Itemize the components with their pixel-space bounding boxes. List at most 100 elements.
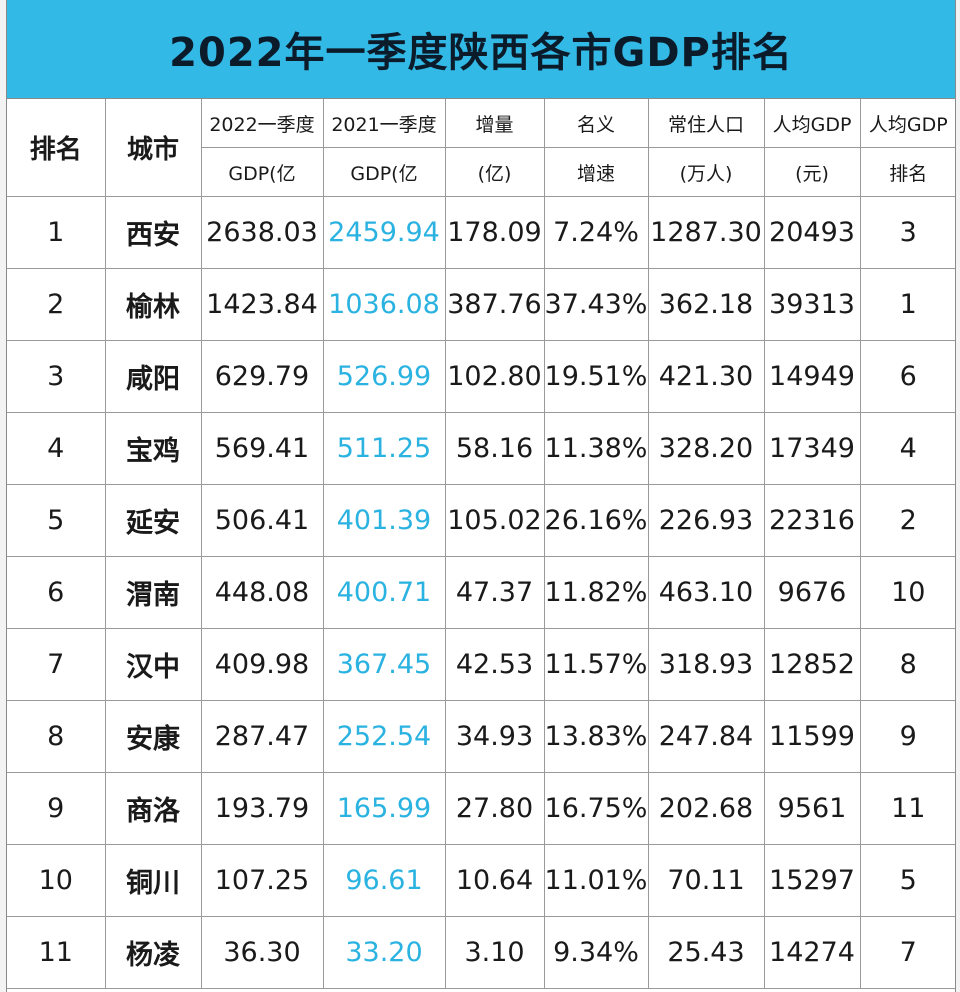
- table-row: 6 渭南 448.08 400.71 47.37 11.82% 463.10 9676 10: [7, 556, 955, 629]
- cell-city: 延安: [104, 484, 202, 557]
- cell-growth: 13.83%: [543, 700, 649, 773]
- header-pop-line1: 常住人口: [647, 99, 765, 148]
- cell-population: 247.84: [647, 700, 765, 773]
- cell-per-capita-rank: 5: [859, 844, 955, 917]
- cell-population: 362.18: [647, 268, 765, 341]
- table-row: 8 安康 287.47 252.54 34.93 13.83% 247.84 11599 9: [7, 700, 955, 773]
- cell-per-capita-rank: 2: [859, 484, 955, 557]
- cell-population: 1287.30: [647, 196, 765, 269]
- cell-gdp-2021: 401.39: [322, 484, 446, 557]
- table-row: 2 榆林 1423.84 1036.08 387.76 37.43% 362.18 39313…: [7, 268, 955, 341]
- cell-population: 463.10: [647, 556, 765, 629]
- cell-per-capita-gdp: 20493: [763, 196, 861, 269]
- cell-city: 榆林: [104, 268, 202, 341]
- cell-growth: 19.51%: [543, 340, 649, 413]
- header-gdp2022-line2: GDP(亿: [201, 147, 324, 197]
- cell-per-capita-gdp: 17349: [763, 412, 861, 485]
- cell-city: 安康: [104, 700, 202, 773]
- table-row: 1 西安 2638.03 2459.94 178.09 7.24% 1287.30 20493…: [7, 196, 955, 269]
- cell-gdp-2022: 107.25: [200, 844, 324, 917]
- cell-city: 杨凌: [104, 916, 202, 989]
- cell-per-capita-gdp: 39313: [763, 268, 861, 341]
- cell-rank: 6: [7, 556, 106, 629]
- cell-growth: 11.38%: [543, 412, 649, 485]
- cell-increase: 34.93: [444, 700, 545, 773]
- cell-gdp-2021: 400.71: [322, 556, 446, 629]
- cell-population: 70.11: [647, 844, 765, 917]
- cell-growth: 11.57%: [543, 628, 649, 701]
- table-row: 9 商洛 193.79 165.99 27.80 16.75% 202.68 9561 11: [7, 772, 955, 845]
- cell-gdp-2022: 569.41: [200, 412, 324, 485]
- cell-population: 421.30: [647, 340, 765, 413]
- header-row-1: 排名 城市 2022一季度 2021一季度 增量 名义 常住人口 人均GDP 人…: [7, 99, 955, 197]
- cell-per-capita-rank: 3: [859, 196, 955, 269]
- cell-city: 咸阳: [104, 340, 202, 413]
- cell-per-capita-gdp: 9676: [763, 556, 861, 629]
- cell-city: 汉中: [104, 628, 202, 701]
- header-rank: 排名: [7, 99, 106, 197]
- cell-gdp-2022: 36.30: [200, 916, 324, 989]
- cell-gdp-2021: 96.61: [322, 844, 446, 917]
- cell-gdp-2021: 165.99: [322, 772, 446, 845]
- cell-increase: 58.16: [444, 412, 545, 485]
- cell-growth: 11.82%: [543, 556, 649, 629]
- page-title: 2022年一季度陕西各市GDP排名: [7, 0, 955, 99]
- cell-increase: 3.10: [444, 916, 545, 989]
- cell-rank: 10: [7, 844, 106, 917]
- cell-growth: 26.16%: [543, 484, 649, 557]
- cell-per-capita-gdp: 22316: [763, 484, 861, 557]
- cell-per-capita-gdp: 14274: [763, 916, 861, 989]
- cell-population: 202.68: [647, 772, 765, 845]
- cell-rank: 7: [7, 628, 106, 701]
- cell-per-capita-rank: 1: [859, 268, 955, 341]
- cell-gdp-2022: 193.79: [200, 772, 324, 845]
- cell-gdp-2021: 511.25: [322, 412, 446, 485]
- cell-increase: 47.37: [444, 556, 545, 629]
- table-row: 10 铜川 107.25 96.61 10.64 11.01% 70.11 15297 5: [7, 844, 955, 917]
- cell-gdp-2021: 367.45: [322, 628, 446, 701]
- cell-per-capita-gdp: 11599: [763, 700, 861, 773]
- cell-city: 西安: [104, 196, 202, 269]
- cell-gdp-2022: 448.08: [200, 556, 324, 629]
- cell-gdp-2021: 526.99: [322, 340, 446, 413]
- cell-gdp-2022: 506.41: [200, 484, 324, 557]
- cell-growth: 7.24%: [543, 196, 649, 269]
- cell-gdp-2022: 1423.84: [200, 268, 324, 341]
- cell-per-capita-rank: 4: [859, 412, 955, 485]
- cell-increase: 105.02: [444, 484, 545, 557]
- cell-population: 328.20: [647, 412, 765, 485]
- cell-population: 318.93: [647, 628, 765, 701]
- cell-per-capita-rank: 6: [859, 340, 955, 413]
- cell-rank: 8: [7, 700, 106, 773]
- gdp-ranking-sheet: 2022年一季度陕西各市GDP排名 排名 城市 2022一季度 2021一季度 …: [6, 0, 956, 992]
- cell-gdp-2021: 33.20: [322, 916, 446, 989]
- cell-rank: 5: [7, 484, 106, 557]
- header-city: 城市: [104, 99, 202, 197]
- gdp-table: 排名 城市 2022一季度 2021一季度 增量 名义 常住人口 人均GDP 人…: [7, 99, 955, 989]
- cell-rank: 11: [7, 916, 106, 989]
- cell-rank: 9: [7, 772, 106, 845]
- cell-growth: 16.75%: [543, 772, 649, 845]
- cell-growth: 9.34%: [543, 916, 649, 989]
- cell-gdp-2021: 252.54: [322, 700, 446, 773]
- cell-increase: 178.09: [444, 196, 545, 269]
- cell-per-capita-rank: 9: [859, 700, 955, 773]
- cell-gdp-2022: 287.47: [200, 700, 324, 773]
- header-pcgdp-line1: 人均GDP: [763, 99, 861, 148]
- table-row: 11 杨凌 36.30 33.20 3.10 9.34% 25.43 14274 7: [7, 916, 955, 989]
- cell-per-capita-rank: 10: [859, 556, 955, 629]
- cell-per-capita-gdp: 9561: [763, 772, 861, 845]
- cell-increase: 387.76: [444, 268, 545, 341]
- cell-per-capita-rank: 8: [859, 628, 955, 701]
- table-row: 7 汉中 409.98 367.45 42.53 11.57% 318.93 12852 8: [7, 628, 955, 701]
- cell-city: 商洛: [104, 772, 202, 845]
- header-gdp2021-line2: GDP(亿: [322, 147, 446, 197]
- cell-increase: 27.80: [444, 772, 545, 845]
- cell-per-capita-gdp: 12852: [763, 628, 861, 701]
- cell-increase: 10.64: [444, 844, 545, 917]
- header-growth-line1: 名义: [543, 99, 649, 148]
- cell-increase: 42.53: [444, 628, 545, 701]
- cell-gdp-2022: 409.98: [200, 628, 324, 701]
- header-increase-line1: 增量: [444, 99, 545, 148]
- cell-rank: 1: [7, 196, 106, 269]
